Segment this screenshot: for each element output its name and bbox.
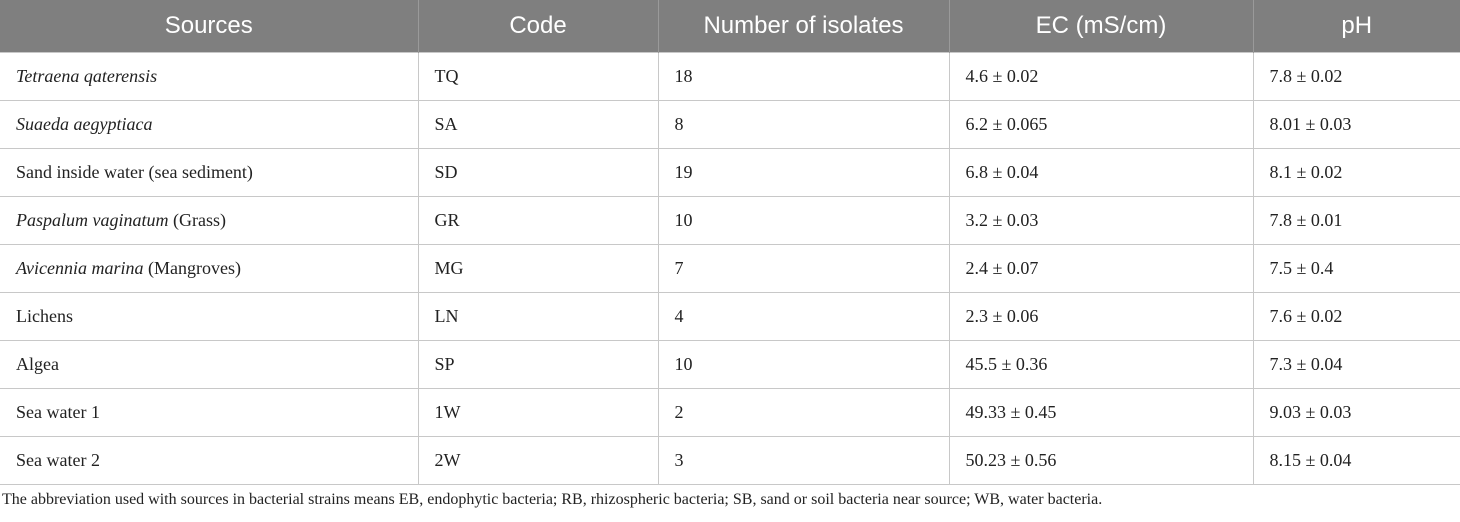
cell-code: MG [417,244,658,293]
header-ph: pH [1252,0,1460,53]
table-row: Avicennia marina (Mangroves) MG 7 2.4 ± 0.0… [0,244,1460,293]
cell-isolates: 18 [657,52,949,101]
cell-ec: 6.2 ± 0.065 [948,100,1253,149]
source-text: Sea water 2 [16,450,100,470]
cell-code: SA [417,100,658,149]
source-italic: Paspalum vaginatum [16,210,169,230]
cell-ec: 4.6 ± 0.02 [948,52,1253,101]
cell-ec: 6.8 ± 0.04 [948,148,1253,197]
cell-isolates: 7 [657,244,949,293]
cell-ph: 7.3 ± 0.04 [1252,340,1460,389]
cell-ec: 50.23 ± 0.56 [948,436,1253,485]
source-text: Sand inside water (sea sediment) [16,162,253,182]
header-sources: Sources [0,0,418,53]
cell-ph: 7.6 ± 0.02 [1252,292,1460,341]
header-row: Sources Code Number of isolates EC (mS/c… [0,0,1460,53]
cell-ph: 7.8 ± 0.01 [1252,196,1460,245]
cell-ph: 7.5 ± 0.4 [1252,244,1460,293]
table-row: Suaeda aegyptiaca SA 8 6.2 ± 0.065 8.01 ± 0.… [0,100,1460,149]
cell-isolates: 3 [657,436,949,485]
cell-code: 1W [417,388,658,437]
table-row: Algea SP 10 45.5 ± 0.36 7.3 ± 0.04 [0,340,1460,389]
table-container: Sources Code Number of isolates EC (mS/c… [0,0,1460,508]
cell-isolates: 10 [657,196,949,245]
table-row: Sea water 2 2W 3 50.23 ± 0.56 8.15 ± 0.04 [0,436,1460,485]
cell-source: Paspalum vaginatum (Grass) [0,196,418,245]
cell-code: 2W [417,436,658,485]
source-italic: Tetraena qaterensis [16,66,158,86]
cell-ph: 8.01 ± 0.03 [1252,100,1460,149]
header-code: Code [417,0,658,53]
cell-ec: 2.3 ± 0.06 [948,292,1253,341]
cell-ec: 3.2 ± 0.03 [948,196,1253,245]
source-text: (Mangroves) [143,258,241,278]
cell-source: Lichens [0,292,418,341]
cell-isolates: 4 [657,292,949,341]
cell-source: Sea water 2 [0,436,418,485]
cell-ph: 8.15 ± 0.04 [1252,436,1460,485]
source-italic: Avicennia marina [16,258,144,278]
cell-ec: 45.5 ± 0.36 [948,340,1253,389]
cell-source: Sand inside water (sea sediment) [0,148,418,197]
table-row: Paspalum vaginatum (Grass) GR 10 3.2 ± 0.03… [0,196,1460,245]
cell-code: TQ [417,52,658,101]
cell-source: Sea water 1 [0,388,418,437]
cell-code: SD [417,148,658,197]
source-text: Sea water 1 [16,402,100,422]
cell-isolates: 8 [657,100,949,149]
cell-ph: 8.1 ± 0.02 [1252,148,1460,197]
cell-source: Tetraena qaterensis [0,52,418,101]
table-row: Sea water 1 1W 2 49.33 ± 0.45 9.03 ± 0.03 [0,388,1460,437]
cell-code: GR [417,196,658,245]
table-row: Sand inside water (sea sediment) SD 19 6.8 … [0,148,1460,197]
source-text: Algea [16,354,59,374]
cell-source: Algea [0,340,418,389]
cell-ec: 49.33 ± 0.45 [948,388,1253,437]
header-ec: EC (mS/cm) [948,0,1253,53]
table-footnote: The abbreviation used with sources in ba… [2,491,1103,508]
cell-isolates: 10 [657,340,949,389]
table-row: Lichens LN 4 2.3 ± 0.06 7.6 ± 0.02 [0,292,1460,341]
cell-isolates: 2 [657,388,949,437]
table-row: Tetraena qaterensis TQ 18 4.6 ± 0.02 7.8 ± 0… [0,52,1460,101]
cell-code: SP [417,340,658,389]
header-number-of-isolates: Number of isolates [657,0,949,53]
source-italic: Suaeda aegyptiaca [16,114,153,134]
cell-source: Avicennia marina (Mangroves) [0,244,418,293]
source-text: (Grass) [168,210,226,230]
cell-ph: 9.03 ± 0.03 [1252,388,1460,437]
cell-code: LN [417,292,658,341]
source-text: Lichens [16,306,73,326]
cell-ec: 2.4 ± 0.07 [948,244,1253,293]
isolates-table: Sources Code Number of isolates EC (mS/c… [0,0,1460,485]
cell-isolates: 19 [657,148,949,197]
cell-source: Suaeda aegyptiaca [0,100,418,149]
cell-ph: 7.8 ± 0.02 [1252,52,1460,101]
